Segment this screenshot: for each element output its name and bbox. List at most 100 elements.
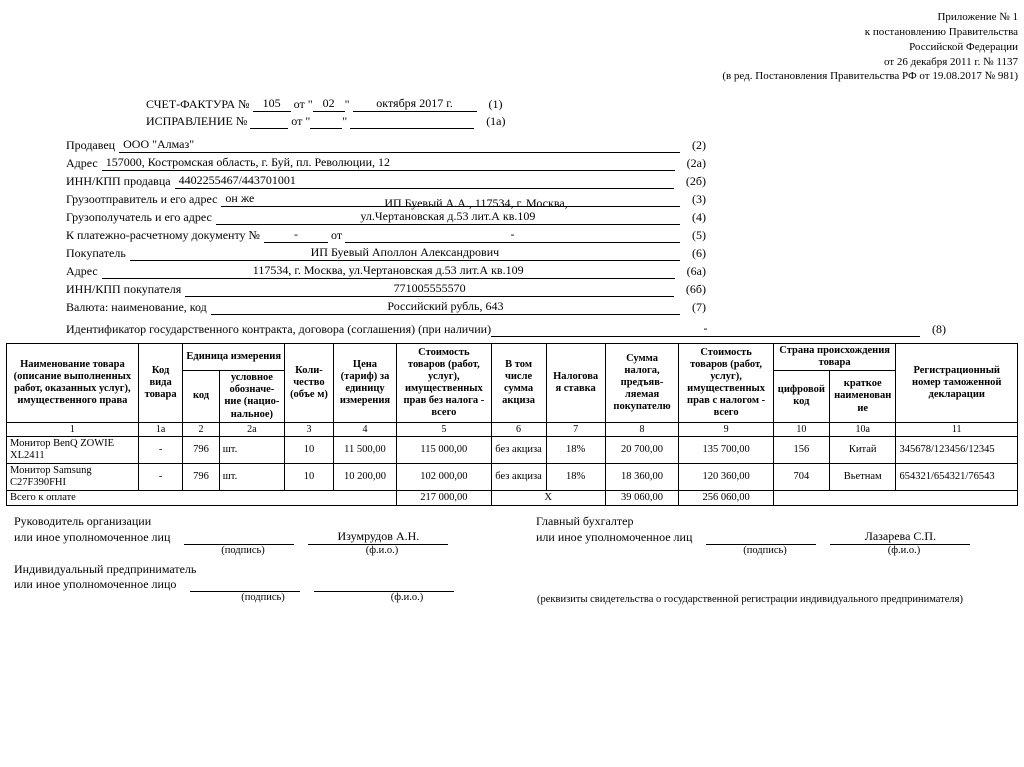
th-country: Страна происхождения товара <box>773 344 896 371</box>
table-row: Монитор Samsung C27F390FHI-796шт.1010 20… <box>7 464 1018 491</box>
col-num: 5 <box>397 422 491 437</box>
seller-label: Продавец <box>66 138 119 153</box>
total-row: Всего к оплате217 000,00X39 060,00256 06… <box>7 491 1018 506</box>
from-label: от <box>291 114 302 128</box>
invoice-table: Наименование товара (описание выполненны… <box>6 343 1018 506</box>
th-kind-code: Код вида товара <box>138 344 183 422</box>
fields-block: ПродавецООО "Алмаз"(2) Адрес157000, Кост… <box>66 137 1018 315</box>
title-block: СЧЕТ-ФАКТУРА № 105 от "02" октября 2017 … <box>146 96 1018 129</box>
correction-day <box>310 114 342 129</box>
th-country-code: цифровой код <box>773 371 829 422</box>
inn-seller-label: ИНН/КПП продавца <box>66 174 175 189</box>
col-num: 10а <box>829 422 896 437</box>
ip-label: Индивидуальный предприниматель <box>14 562 1018 577</box>
appendix-line: от 26 декабря 2011 г. № 1137 <box>6 55 1018 70</box>
col-num: 3 <box>285 422 334 437</box>
sign-slot <box>190 577 300 592</box>
field-num: (8) <box>920 322 946 337</box>
paydoc-no: - <box>264 227 328 243</box>
appendix-block: Приложение № 1 к постановлению Правитель… <box>6 10 1018 84</box>
inn-buyer-value: 771005555570 <box>185 281 674 297</box>
invoice-no: 105 <box>253 96 291 112</box>
gov-label: Идентификатор государственного контракта… <box>66 322 491 337</box>
field-num: (1) <box>489 97 503 111</box>
head-name: Изумрудов А.Н. <box>308 529 448 545</box>
acct-auth-label: или иное уполномоченное лиц <box>536 530 692 545</box>
invoice-label: СЧЕТ-ФАКТУРА № <box>146 97 250 111</box>
sign-slot <box>184 530 294 545</box>
th-cost-wtax: Стоимость товаров (работ, услуг), имущес… <box>679 344 773 422</box>
appendix-line: (в ред. Постановления Правительства РФ о… <box>6 69 1018 84</box>
field-num: (2б) <box>674 174 706 189</box>
field-num: (2) <box>680 138 706 153</box>
buyer-addr-value: 117534, г. Москва, ул.Чертановская д.53 … <box>102 263 675 279</box>
sub-fio: (ф.и.о.) <box>834 545 974 556</box>
correction-label: ИСПРАВЛЕНИЕ № <box>146 114 247 128</box>
currency-label: Валюта: наименование, код <box>66 300 211 315</box>
col-num: 10 <box>773 422 829 437</box>
field-num: (6) <box>680 246 706 261</box>
consignee-value: ул.Чертановская д.53 лит.А кв.109 <box>216 209 680 225</box>
paydoc-date: - <box>345 227 680 243</box>
field-num: (7) <box>680 300 706 315</box>
sub-sign: (подпись) <box>208 592 318 605</box>
head-label: Руководитель организации <box>14 514 496 529</box>
buyer-label: Покупатель <box>66 246 130 261</box>
appendix-line: Российской Федерации <box>6 40 1018 55</box>
field-num: (5) <box>680 228 706 243</box>
col-num: 1 <box>7 422 139 437</box>
col-num: 8 <box>605 422 679 437</box>
currency-value: Российский рубль, 643 <box>211 299 680 315</box>
th-tax-rate: Налогова я ставка <box>546 344 605 422</box>
col-num: 1а <box>138 422 183 437</box>
th-decl: Регистрационный номер таможенной деклара… <box>896 344 1018 422</box>
appendix-line: к постановлению Правительства <box>6 25 1018 40</box>
inn-buyer-label: ИНН/КПП покупателя <box>66 282 185 297</box>
sub-fio: (ф.и.о.) <box>312 545 452 556</box>
sub-fio: (ф.и.о.) <box>332 592 482 605</box>
auth-label: или иное уполномоченное лиц <box>14 530 170 545</box>
consignee-label: Грузополучатель и его адрес <box>66 210 216 225</box>
col-num: 7 <box>546 422 605 437</box>
paydoc-label: К платежно-расчетному документу № <box>66 228 264 243</box>
col-num: 9 <box>679 422 773 437</box>
from-label: от <box>294 97 305 111</box>
field-num: (6б) <box>674 282 706 297</box>
th-country-name: краткое наименован ие <box>829 371 896 422</box>
paydoc-from: от <box>331 228 342 243</box>
ip-auth: или иное уполномоченное лицо <box>14 577 176 592</box>
field-num: (3) <box>680 192 706 207</box>
th-unit-code: код <box>183 371 219 422</box>
col-num: 2а <box>219 422 284 437</box>
acct-name: Лазарева С.П. <box>830 529 970 545</box>
field-num: (6а) <box>675 264 706 279</box>
th-unit-name: условное обозначе-ние (нацио-нальное) <box>219 371 284 422</box>
shipper-label: Грузоотправитель и его адрес <box>66 192 221 207</box>
col-num: 11 <box>896 422 1018 437</box>
col-num: 6 <box>491 422 546 437</box>
field-num: (2а) <box>675 156 706 171</box>
seller-value: ООО "Алмаз" <box>119 137 680 153</box>
field-num: (4) <box>680 210 706 225</box>
sub-sign: (подпись) <box>188 545 298 556</box>
table-row: Монитор BenQ ZOWIE XL2411-796шт.1011 500… <box>7 437 1018 464</box>
invoice-month-year: октября 2017 г. <box>353 96 477 112</box>
inn-seller-value: 4402255467/443701001 <box>175 173 674 189</box>
th-name: Наименование товара (описание выполненны… <box>7 344 139 422</box>
addr-label: Адрес <box>66 156 102 171</box>
correction-rest <box>350 114 474 129</box>
th-qty: Коли-чество (объе м) <box>285 344 334 422</box>
addr-value: 157000, Костромская область, г. Буй, пл.… <box>102 155 675 171</box>
th-excise: В том числе сумма акциза <box>491 344 546 422</box>
gov-value: - <box>491 321 920 337</box>
ip-note: (реквизиты свидетельства о государственн… <box>482 594 1018 605</box>
signature-block: Руководитель организации или иное уполно… <box>14 514 1018 605</box>
consignee-top-line: ИП Буевый А.А., 117534, г. Москва, <box>296 196 656 211</box>
th-tax-sum: Сумма налога, предъяв-ляемая покупателю <box>605 344 679 422</box>
col-num: 2 <box>183 422 219 437</box>
field-num: (1а) <box>486 114 505 128</box>
sign-slot <box>706 530 816 545</box>
th-unit: Единица измерения <box>183 344 285 371</box>
buyer-value: ИП Буевый Аполлон Александрович <box>130 245 680 261</box>
correction-no <box>250 114 288 129</box>
